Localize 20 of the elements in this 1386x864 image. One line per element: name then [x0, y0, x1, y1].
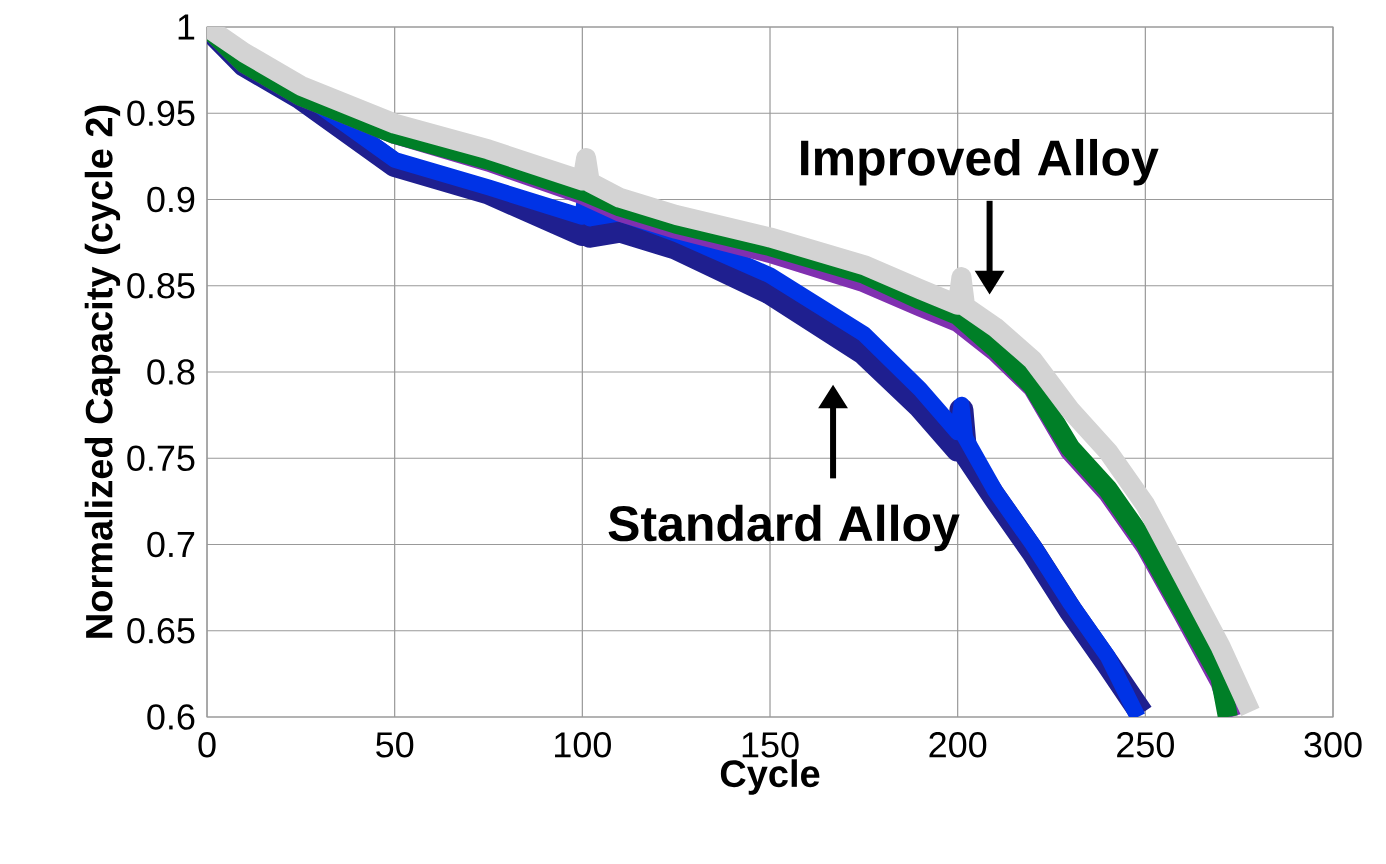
annotation: Standard Alloy: [608, 504, 960, 552]
x-tick-label: 50: [376, 732, 414, 758]
y-tick-label: 0.65: [127, 617, 195, 644]
y-tick-label: 0.6: [147, 704, 195, 730]
annotation: Improved Alloy: [801, 138, 1159, 186]
y-tick-label: 0.7: [147, 531, 195, 558]
y-tick-label: 0.75: [127, 445, 195, 471]
y-tick-label: 0.9: [147, 186, 195, 213]
x-tick-label: 150: [742, 732, 799, 758]
y-tick-label: 0.95: [127, 100, 195, 126]
x-tick-label: 300: [1304, 732, 1362, 758]
x-tick-label: 200: [929, 732, 987, 758]
x-tick-label: 0: [198, 732, 216, 758]
y-tick-label: 0.85: [127, 272, 195, 299]
y-tick-label: 1: [178, 14, 195, 40]
y-axis-title: Normalized Capacity (cycle 2): [84, 105, 121, 638]
y-tick-label: 0.8: [147, 359, 195, 385]
x-tick-label: 250: [1117, 732, 1174, 758]
x-axis-title: Cycle: [720, 759, 820, 795]
x-tick-label: 100: [555, 732, 611, 758]
